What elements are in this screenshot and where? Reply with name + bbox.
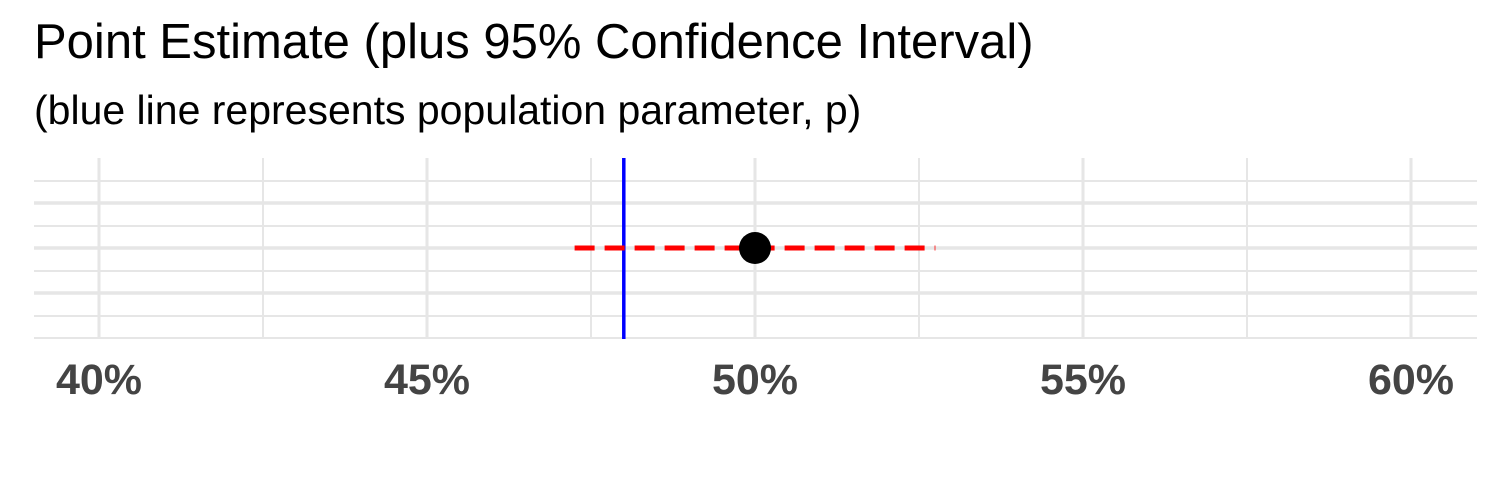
x-tick-label: 60% [1368, 356, 1454, 404]
x-tick-label: 40% [56, 356, 142, 404]
point-estimate [739, 232, 771, 264]
x-tick-label: 45% [384, 356, 470, 404]
x-tick-label: 55% [1040, 356, 1126, 404]
x-tick-label: 50% [712, 356, 798, 404]
chart-subtitle: (blue line represents population paramet… [34, 87, 862, 133]
chart-title: Point Estimate (plus 95% Confidence Inte… [34, 15, 1034, 69]
x-axis-tick-labels: 40% 45% 50% 55% 60% [56, 356, 1454, 404]
chart-marks [574, 158, 936, 339]
